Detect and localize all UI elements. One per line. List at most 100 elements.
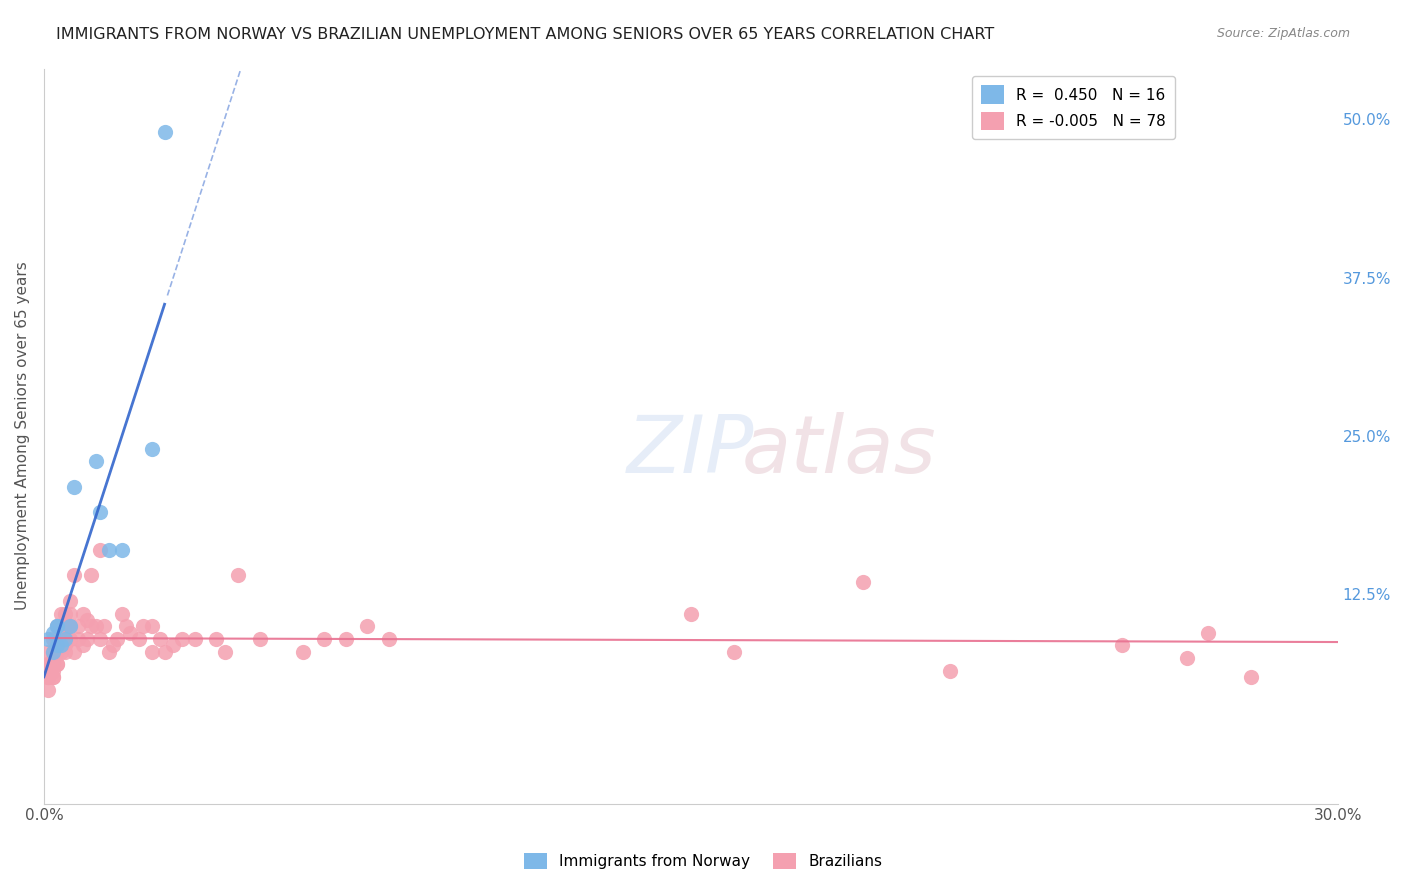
Point xyxy=(723,644,745,658)
Point xyxy=(41,664,63,678)
Point xyxy=(153,125,176,139)
Point xyxy=(76,632,98,646)
Point xyxy=(89,543,111,558)
Point xyxy=(1197,625,1219,640)
Point xyxy=(59,619,82,633)
Point xyxy=(1175,651,1198,665)
Point xyxy=(45,619,67,633)
Point xyxy=(72,607,94,621)
Point xyxy=(49,632,72,646)
Point xyxy=(55,619,77,633)
Point xyxy=(120,625,142,640)
Point xyxy=(55,607,77,621)
Point xyxy=(1240,670,1263,684)
Point xyxy=(55,632,77,646)
Point xyxy=(49,638,72,652)
Point xyxy=(128,632,150,646)
Point xyxy=(67,632,90,646)
Point xyxy=(80,619,103,633)
Point xyxy=(110,607,132,621)
Point xyxy=(153,644,176,658)
Point xyxy=(314,632,336,646)
Point xyxy=(89,632,111,646)
Point xyxy=(184,632,207,646)
Point xyxy=(149,632,172,646)
Text: Source: ZipAtlas.com: Source: ZipAtlas.com xyxy=(1216,27,1350,40)
Point xyxy=(37,657,59,672)
Point xyxy=(356,619,378,633)
Point xyxy=(59,594,82,608)
Point xyxy=(37,670,59,684)
Point xyxy=(37,644,59,658)
Point xyxy=(63,480,86,494)
Point xyxy=(45,657,67,672)
Point xyxy=(37,632,59,646)
Point xyxy=(249,632,271,646)
Point xyxy=(114,619,136,633)
Point xyxy=(59,619,82,633)
Point xyxy=(49,607,72,621)
Point xyxy=(41,657,63,672)
Legend: Immigrants from Norway, Brazilians: Immigrants from Norway, Brazilians xyxy=(517,847,889,875)
Point xyxy=(76,613,98,627)
Point xyxy=(45,638,67,652)
Point xyxy=(49,644,72,658)
Point xyxy=(852,574,875,589)
Point xyxy=(45,619,67,633)
Point xyxy=(141,442,163,456)
Point xyxy=(72,638,94,652)
Point xyxy=(55,625,77,640)
Point xyxy=(84,619,107,633)
Point xyxy=(89,505,111,519)
Y-axis label: Unemployment Among Seniors over 65 years: Unemployment Among Seniors over 65 years xyxy=(15,261,30,610)
Point xyxy=(378,632,401,646)
Point xyxy=(41,644,63,658)
Point xyxy=(80,568,103,582)
Point xyxy=(37,682,59,697)
Point xyxy=(45,644,67,658)
Point xyxy=(162,638,184,652)
Point xyxy=(132,619,155,633)
Point xyxy=(67,619,90,633)
Point xyxy=(37,670,59,684)
Point xyxy=(105,632,128,646)
Point xyxy=(55,644,77,658)
Point xyxy=(49,619,72,633)
Point xyxy=(41,632,63,646)
Point xyxy=(41,644,63,658)
Point xyxy=(45,632,67,646)
Point xyxy=(41,670,63,684)
Point xyxy=(335,632,357,646)
Point xyxy=(938,664,960,678)
Point xyxy=(679,607,702,621)
Point xyxy=(41,670,63,684)
Point xyxy=(63,568,86,582)
Text: ZIP: ZIP xyxy=(627,412,755,490)
Text: IMMIGRANTS FROM NORWAY VS BRAZILIAN UNEMPLOYMENT AMONG SENIORS OVER 65 YEARS COR: IMMIGRANTS FROM NORWAY VS BRAZILIAN UNEM… xyxy=(56,27,994,42)
Point xyxy=(110,543,132,558)
Text: atlas: atlas xyxy=(742,412,936,490)
Point xyxy=(63,644,86,658)
Point xyxy=(84,454,107,468)
Point xyxy=(55,638,77,652)
Point xyxy=(226,568,249,582)
Point xyxy=(1111,638,1133,652)
Point xyxy=(37,670,59,684)
Point xyxy=(93,619,115,633)
Point xyxy=(101,638,124,652)
Point xyxy=(170,632,193,646)
Point xyxy=(45,657,67,672)
Point xyxy=(291,644,314,658)
Point xyxy=(37,657,59,672)
Point xyxy=(41,625,63,640)
Point xyxy=(214,644,236,658)
Point xyxy=(141,644,163,658)
Point xyxy=(59,607,82,621)
Legend: R =  0.450   N = 16, R = -0.005   N = 78: R = 0.450 N = 16, R = -0.005 N = 78 xyxy=(972,76,1175,139)
Point xyxy=(97,644,120,658)
Point xyxy=(41,651,63,665)
Point xyxy=(59,632,82,646)
Point xyxy=(97,543,120,558)
Point xyxy=(205,632,228,646)
Point xyxy=(141,619,163,633)
